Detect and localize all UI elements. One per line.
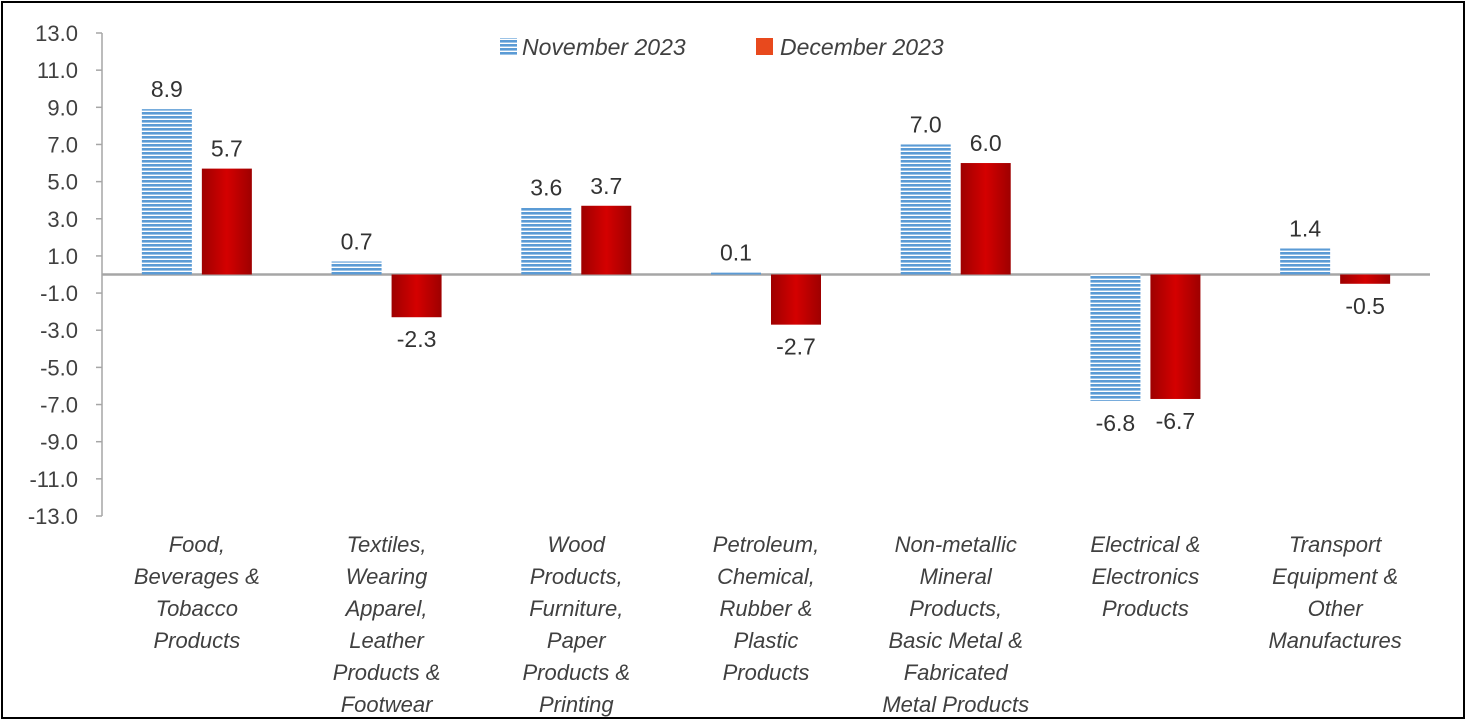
legend-label-december: December 2023 [780, 34, 944, 60]
bar-november [711, 272, 761, 275]
bars [141, 109, 1391, 401]
bar-december [201, 168, 252, 275]
data-label: 0.1 [720, 240, 752, 266]
y-tick-label: 11.0 [37, 58, 78, 83]
category-label: Manufactures [1268, 628, 1401, 653]
legend-swatch-november [500, 38, 517, 55]
category-label: Transport [1289, 532, 1382, 557]
category-label: Tobacco [156, 596, 238, 621]
bar-december [1150, 274, 1201, 399]
category-label: Apparel, [344, 596, 428, 621]
y-tick-label: 5.0 [47, 170, 78, 195]
data-label: -6.8 [1096, 410, 1136, 436]
bar-december [960, 163, 1011, 275]
data-label: 3.6 [530, 175, 562, 201]
category-label: Printing [539, 692, 614, 717]
y-tick-label: 13.0 [35, 21, 78, 46]
category-label: Leather [349, 628, 425, 653]
category-label: Food, [169, 532, 225, 557]
category-label: Other [1308, 596, 1365, 621]
category-label: Products, [909, 596, 1002, 621]
bar-november [900, 144, 951, 275]
category-label: Metal Products [882, 692, 1029, 717]
category-label: Wood [548, 532, 606, 557]
y-tick-label: 9.0 [47, 95, 78, 120]
y-tick-label: -1.0 [40, 281, 78, 306]
data-label: 5.7 [211, 136, 243, 162]
category-labels: Food, Beverages & Tobacco Products Textiles,… [134, 532, 1402, 717]
category-label: Products [153, 628, 240, 653]
category-label: Footwear [341, 692, 434, 717]
category-label: Rubber & [720, 596, 813, 621]
y-tick-label: -13.0 [28, 504, 78, 529]
category-label: Paper [547, 628, 607, 653]
category-label: Equipment & [1272, 564, 1398, 589]
category-label: Products [723, 660, 810, 685]
category-label: Electrical & [1090, 532, 1200, 557]
data-label: -6.7 [1156, 408, 1196, 434]
data-label: 8.9 [151, 76, 183, 102]
category-label: Electronics [1092, 564, 1200, 589]
legend-label-november: November 2023 [522, 34, 686, 60]
category-label: Basic Metal & [888, 628, 1023, 653]
category-label: Products & [522, 660, 630, 685]
legend: November 2023 December 2023 [500, 34, 944, 60]
bar-december [581, 205, 632, 275]
y-tick-label: -11.0 [29, 467, 78, 492]
category-label: Non-metallic [895, 532, 1017, 557]
bar-december [771, 274, 821, 325]
data-label: -2.3 [397, 326, 437, 352]
axes: 13.0 11.0 9.0 7.0 5.0 3.0 1.0 -1.0 -3.0 -5.0 -7.0 -… [28, 21, 1430, 529]
data-label: 6.0 [970, 130, 1002, 156]
data-label: 1.4 [1289, 215, 1321, 241]
bar-november [521, 207, 572, 275]
category-label: Wearing [346, 564, 428, 589]
data-labels: 8.9 5.7 0.7 -2.3 3.6 3.7 0.1 -2.7 7.0 6.0 -6.8 -6.7… [151, 76, 1385, 436]
y-tick-label: -9.0 [40, 430, 78, 455]
y-tick-label: 1.0 [47, 244, 78, 269]
category-label: Beverages & [134, 564, 260, 589]
y-tick-label: 7.0 [47, 132, 78, 157]
bar-november [331, 261, 382, 275]
category-label: Fabricated [904, 660, 1009, 685]
bar-december [391, 274, 442, 318]
legend-swatch-december [756, 38, 773, 55]
bar-november [141, 109, 192, 275]
category-label: Products [1102, 596, 1189, 621]
category-label: Mineral [920, 564, 993, 589]
bar-november [1090, 274, 1141, 401]
data-label: 3.7 [590, 173, 622, 199]
data-label: 7.0 [910, 111, 942, 137]
y-tick-label: -5.0 [40, 355, 78, 380]
category-label: Products, [530, 564, 623, 589]
data-label: 0.7 [341, 228, 373, 254]
category-label: Petroleum, [713, 532, 819, 557]
y-tick-label: -3.0 [40, 318, 78, 343]
category-label: Furniture, [529, 596, 623, 621]
y-tick-label: -7.0 [40, 393, 78, 418]
bar-december [1340, 274, 1391, 284]
data-label: -2.7 [776, 334, 816, 360]
category-label: Products & [333, 660, 441, 685]
data-label: -0.5 [1345, 293, 1385, 319]
y-tick-label: 3.0 [47, 207, 78, 232]
category-label: Textiles, [347, 532, 427, 557]
bar-november [1280, 248, 1331, 275]
category-label: Plastic [734, 628, 799, 653]
category-label: Chemical, [717, 564, 815, 589]
